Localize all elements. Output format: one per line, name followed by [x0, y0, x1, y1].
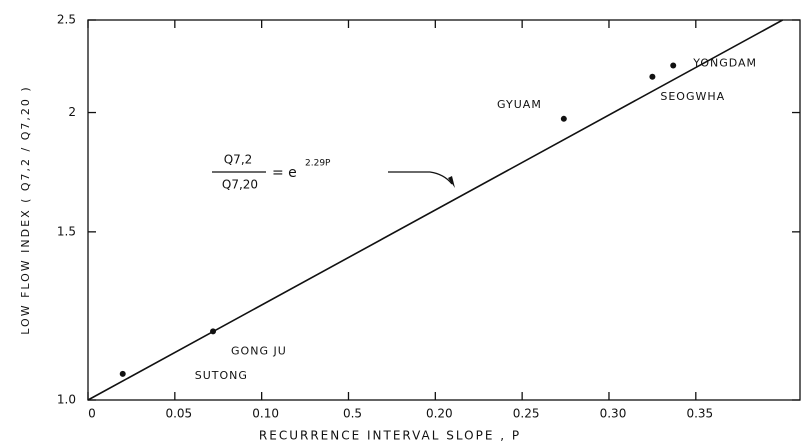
equation-exponent: 2.29P	[305, 159, 331, 169]
y-tick-label: 1.0	[57, 393, 76, 407]
plot-frame	[87, 19, 801, 401]
fit-line	[87, 19, 784, 401]
data-point	[560, 115, 567, 122]
x-axis-label: RECURRENCE INTERVAL SLOPE , P	[259, 429, 521, 443]
point-label: GYUAM	[497, 98, 542, 111]
x-tick-label: 0.05	[165, 407, 192, 421]
x-tick-label: 0.5	[343, 407, 362, 421]
x-tick-label: 0.30	[600, 407, 627, 421]
equation-rhs: = e	[272, 165, 297, 181]
y-tick-label: 2	[68, 105, 76, 119]
y-tick-label: 1.5	[57, 224, 76, 238]
arrow-head	[448, 176, 455, 188]
equation: Q7,2 Q7,20 = e 2.29P	[212, 153, 455, 192]
equation-numerator: Q7,2	[224, 153, 253, 167]
data-point	[119, 370, 126, 377]
data-point	[649, 73, 656, 80]
x-tick-label: 0.20	[426, 407, 453, 421]
x-tick-label: 0.10	[252, 407, 279, 421]
x-tick-label: 0	[88, 407, 96, 421]
equation-denominator: Q7,20	[222, 178, 258, 192]
x-tick-label: 0.35	[686, 407, 713, 421]
y-axis-label: LOW FLOW INDEX ( Q7,2 / Q7,20 )	[19, 85, 32, 334]
x-tick-label: 0.25	[513, 407, 540, 421]
point-label: YONGDAM	[692, 57, 757, 70]
point-label: SEOGWHA	[660, 90, 725, 103]
data-point	[210, 328, 217, 335]
y-tick-label: 2.5	[57, 13, 76, 27]
data-point	[670, 62, 677, 69]
point-label: SUTONG	[195, 369, 248, 382]
leader-line	[388, 171, 453, 185]
point-label: GONG JU	[231, 344, 287, 357]
